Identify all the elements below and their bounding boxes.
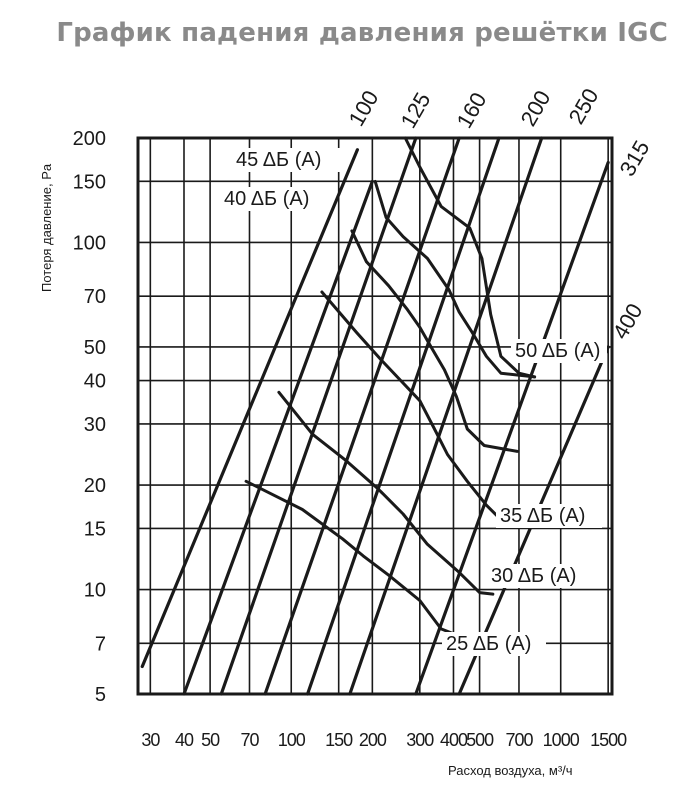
size-label: 125 [395,88,435,132]
x-tick-label: 70 [240,730,259,750]
grid-layer [136,136,614,696]
y-tick-label: 100 [73,232,106,254]
y-tick-label: 200 [73,128,106,150]
noise-label: 40 ΔБ (A) [224,188,309,210]
size-label: 100 [343,86,383,130]
size-label: 160 [451,88,491,132]
noise-curve-30 [277,390,495,596]
x-tick-label: 700 [505,730,533,750]
noise-curve-35 [320,290,507,525]
x-tick-label: 150 [325,730,353,750]
size-line-100 [182,179,374,696]
size-line-200 [305,136,501,696]
text-layer: 30 40 50 70 100 150 200 300 400 500 700 1000 1500200… [73,84,655,750]
size-label: 200 [515,86,555,130]
noise-label: 25 ΔБ (A) [446,633,531,655]
noise-curve-50 [403,136,537,379]
x-tick-label: 300 [406,730,434,750]
size-label: 315 [614,136,654,180]
x-tick-label: 100 [278,730,306,750]
chart-title: График падения давления решётки IGC [56,18,668,48]
y-tick-label: 15 [84,518,106,540]
x-axis-title: Расход воздуха, м³/ч [448,763,573,778]
x-tick-label: 1000 [543,730,580,750]
y-tick-label: 20 [84,475,106,497]
size-line-125 [219,136,418,696]
size-label: 400 [607,299,647,343]
y-tick-label: 50 [84,337,106,359]
x-tick-label: 400 [440,730,468,750]
label-backdrop [232,148,342,172]
size-line-80 [140,148,359,669]
curve-layer [140,136,610,696]
y-tick-label: 10 [84,580,106,602]
noise-label: 45 ΔБ (A) [236,149,321,171]
label-mask-layer [220,148,607,656]
x-tick-label: 200 [359,730,387,750]
noise-curve-45 [373,179,537,379]
noise-label: 35 ΔБ (A) [500,505,585,527]
size-label: 250 [563,84,603,128]
y-tick-label: 150 [73,171,106,193]
label-backdrop [496,504,602,528]
x-tick-label: 40 [175,730,194,750]
y-axis-title: Потеря давление, Pa [39,163,54,292]
y-tick-label: 7 [95,633,106,655]
x-tick-label: 500 [466,730,494,750]
label-backdrop [442,632,546,656]
y-tick-label: 70 [84,286,106,308]
plot-frame [136,136,614,696]
size-line-250 [348,136,544,696]
y-tick-label: 30 [84,414,106,436]
x-tick-label: 1500 [590,730,627,750]
x-tick-label: 50 [201,730,220,750]
size-line-160 [263,136,461,696]
y-tick-label: 5 [95,684,106,706]
noise-curve-25 [244,479,458,637]
label-backdrop [220,187,318,211]
x-tick-label: 30 [141,730,160,750]
y-tick-label: 40 [84,371,106,393]
noise-label: 30 ΔБ (A) [491,565,576,587]
label-backdrop [511,339,607,363]
size-line-315 [414,160,610,696]
label-backdrop [487,564,581,588]
noise-curve-40 [350,229,519,453]
noise-label: 50 ΔБ (A) [515,340,600,362]
